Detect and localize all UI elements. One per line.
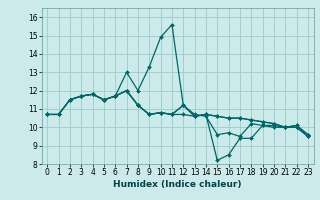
X-axis label: Humidex (Indice chaleur): Humidex (Indice chaleur)	[113, 180, 242, 189]
